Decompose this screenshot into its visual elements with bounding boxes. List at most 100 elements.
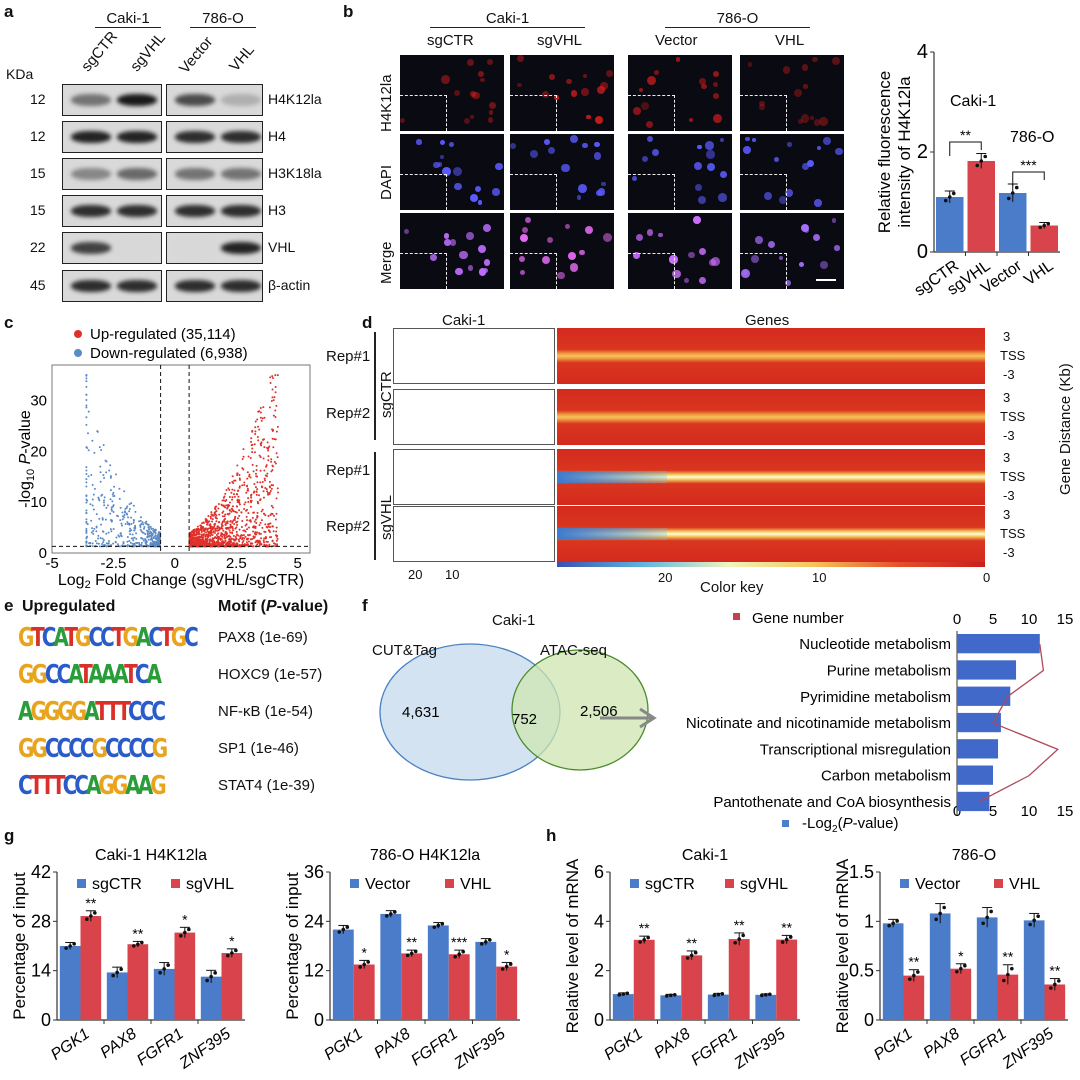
data-point bbox=[85, 917, 89, 922]
arrow-icon bbox=[600, 707, 657, 729]
data-point bbox=[115, 970, 119, 975]
down-regulated-point bbox=[128, 508, 131, 511]
profile-box bbox=[393, 449, 555, 505]
up-regulated-point bbox=[232, 538, 235, 541]
up-regulated-point bbox=[249, 494, 252, 497]
data-point bbox=[951, 191, 956, 196]
up-regulated-point bbox=[221, 524, 224, 527]
up-regulated-point bbox=[274, 391, 277, 394]
up-regulated-point bbox=[243, 503, 246, 506]
category-label: ZNF395 bbox=[176, 1025, 234, 1073]
up-regulated-point bbox=[246, 528, 249, 531]
bar bbox=[59, 946, 81, 1020]
pathway-label: Nicotinate and nicotinamide metabolism bbox=[686, 715, 951, 732]
down-regulated-point bbox=[153, 530, 156, 533]
y-tick-label: 0 bbox=[41, 1010, 51, 1030]
down-regulated-point bbox=[94, 539, 97, 542]
down-regulated-point bbox=[109, 498, 112, 501]
bottom-axis-tick: 15 bbox=[1057, 803, 1074, 820]
up-regulated-point bbox=[263, 416, 266, 419]
down-regulated-point bbox=[133, 536, 136, 539]
up-regulated-point bbox=[231, 496, 234, 499]
nucleus bbox=[544, 139, 551, 146]
up-regulated-point bbox=[225, 534, 228, 537]
logo-letter: C bbox=[88, 621, 103, 653]
down-regulated-point bbox=[103, 499, 106, 502]
x-tick-label: 0 bbox=[171, 555, 179, 572]
up-regulated-point bbox=[238, 473, 241, 476]
down-regulated-point bbox=[85, 478, 88, 481]
group-label-caki1: Caki-1 bbox=[95, 10, 161, 28]
down-regulated-point bbox=[110, 508, 113, 511]
up-regulated-point bbox=[275, 530, 278, 533]
significance-star: ** bbox=[960, 127, 971, 143]
top-axis-tick: 5 bbox=[989, 611, 997, 628]
down-regulated-point bbox=[102, 501, 105, 504]
up-regulated-point bbox=[276, 487, 279, 490]
bar bbox=[380, 913, 402, 1020]
inset-box bbox=[628, 94, 675, 131]
legend-dot bbox=[74, 349, 82, 357]
nucleus bbox=[672, 269, 682, 279]
y-tick-label: 0 bbox=[314, 1010, 324, 1030]
down-regulated-point bbox=[87, 475, 90, 478]
gene-distance-tick: TSS bbox=[1000, 526, 1026, 541]
down-regulated-point bbox=[130, 537, 133, 540]
nucleus bbox=[763, 192, 772, 201]
y-tick-label: 2 bbox=[917, 141, 928, 163]
category-label: VHL bbox=[1021, 257, 1056, 289]
up-regulated-point bbox=[252, 470, 255, 473]
protein-band bbox=[117, 280, 157, 292]
data-point bbox=[72, 942, 76, 946]
up-regulated-point bbox=[207, 527, 210, 530]
y-tick-label: 28 bbox=[31, 911, 51, 931]
up-regulated-point bbox=[259, 411, 262, 414]
bar bbox=[475, 941, 497, 1020]
up-regulated-point bbox=[242, 539, 245, 542]
significance-bracket bbox=[1012, 171, 1045, 186]
up-regulated-point bbox=[197, 541, 200, 544]
down-regulated-point bbox=[102, 474, 105, 477]
data-point bbox=[625, 991, 630, 996]
data-point bbox=[366, 960, 371, 964]
gene-distance-tick: 3 bbox=[1003, 450, 1011, 465]
logo-letter: C bbox=[148, 621, 163, 653]
data-point bbox=[891, 921, 895, 926]
up-regulated-point bbox=[241, 538, 244, 541]
up-regulated-point bbox=[258, 410, 261, 413]
microscopy-image bbox=[510, 134, 614, 210]
up-regulated-point bbox=[207, 533, 210, 536]
down-regulated-point bbox=[87, 449, 90, 452]
logo-letter: T bbox=[160, 621, 174, 653]
up-regulated-point bbox=[246, 534, 249, 537]
logo-letter: C bbox=[128, 732, 143, 764]
up-regulated-point bbox=[195, 545, 198, 548]
group-annotation: Caki-1 bbox=[950, 93, 996, 110]
up-regulated-point bbox=[212, 527, 215, 530]
up-regulated-point bbox=[193, 539, 196, 542]
up-regulated-point bbox=[191, 531, 194, 534]
nucleus bbox=[699, 276, 707, 284]
logo-letter: T bbox=[51, 769, 66, 801]
up-regulated-point bbox=[224, 539, 227, 542]
down-regulated-point bbox=[118, 535, 121, 538]
bar bbox=[707, 994, 729, 1020]
up-regulated-point bbox=[201, 543, 204, 546]
up-regulated-point bbox=[235, 530, 238, 533]
down-regulated-point bbox=[112, 495, 115, 498]
gene-distance-tick: TSS bbox=[1000, 469, 1026, 484]
up-regulated-point bbox=[274, 462, 277, 465]
nucleus bbox=[818, 117, 828, 126]
up-regulated-point bbox=[197, 543, 200, 546]
nucleus bbox=[529, 150, 538, 159]
category-label: PAX8 bbox=[371, 1025, 413, 1062]
up-regulated-point bbox=[258, 524, 261, 527]
data-point bbox=[912, 973, 916, 978]
motif-name-header: Motif (P-value) bbox=[218, 598, 328, 616]
pathway-label: Transcriptional misregulation bbox=[760, 741, 951, 758]
data-point bbox=[887, 923, 891, 928]
data-point bbox=[500, 967, 505, 971]
nucleus bbox=[480, 77, 486, 83]
protein-band bbox=[221, 280, 261, 292]
up-regulated-point bbox=[210, 539, 213, 542]
